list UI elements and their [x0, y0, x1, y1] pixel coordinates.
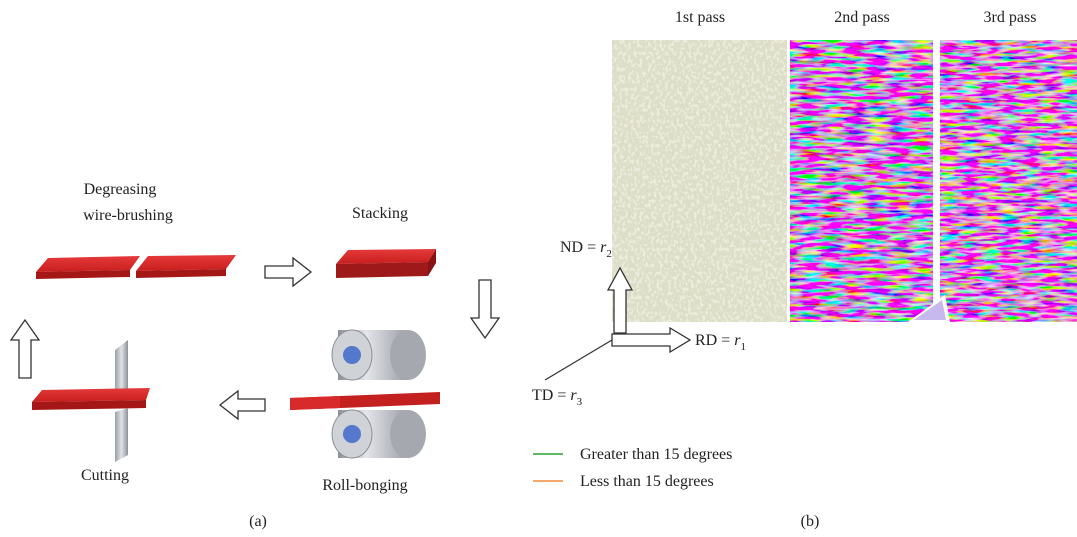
rolling-mill [290, 330, 440, 458]
arrow [471, 280, 499, 338]
arrow [11, 320, 39, 378]
axis-label: ND = r2 [560, 239, 612, 260]
axis-label: RD = r1 [695, 332, 746, 353]
panel-label: (a) [249, 513, 267, 530]
arrow [265, 258, 311, 286]
legend: Greater than 15 degrees Less than 15 degr… [533, 446, 732, 490]
pass-label: 3rd pass [984, 9, 1037, 26]
axis-label: TD = r3 [532, 387, 583, 408]
stacked-plate [336, 249, 436, 278]
arrow [220, 391, 265, 419]
step-label: Stacking [352, 205, 408, 222]
pass-label: 1st pass [675, 9, 725, 26]
legend-label: Greater than 15 degrees [580, 446, 732, 463]
step-label: Roll-bonging [322, 477, 407, 494]
figure: Degreasing wire-brushing Stacking Roll-b… [0, 0, 1077, 537]
step-label: Degreasing [84, 181, 157, 198]
cutter [32, 340, 150, 462]
step-label: wire-brushing [83, 207, 173, 224]
pass-label: 2nd pass [834, 9, 890, 26]
panel-label: (b) [801, 513, 820, 530]
legend-label: Less than 15 degrees [580, 473, 714, 490]
micrograph [790, 40, 933, 322]
micrograph [940, 40, 1077, 322]
plates [36, 255, 236, 279]
step-label: Cutting [81, 467, 129, 484]
micrograph [612, 40, 787, 322]
